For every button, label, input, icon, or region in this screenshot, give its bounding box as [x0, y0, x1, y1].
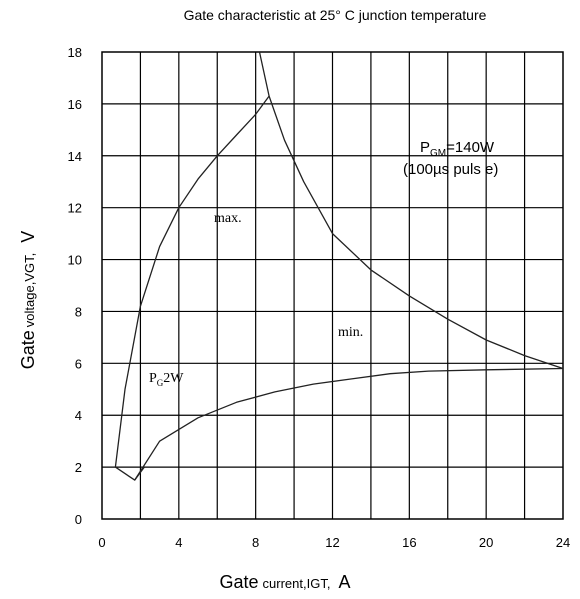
x-axis-title-unit: A [338, 572, 350, 592]
x-axis-title: Gate current,IGT, A [220, 572, 351, 592]
y-tick-label: 18 [68, 45, 82, 60]
y-tick-label: 12 [68, 201, 82, 216]
grid [102, 52, 563, 519]
pg-label-rest: 2W [163, 371, 184, 386]
y-tick-labels: 0 2 4 6 8 10 12 14 16 18 [68, 45, 82, 527]
x-tick-label: 24 [556, 535, 570, 550]
x-tick-label: 12 [325, 535, 339, 550]
y-tick-label: 14 [68, 149, 82, 164]
series-line-pg2w [115, 466, 145, 481]
pg-label-main: P [149, 371, 157, 386]
plot-frame [101, 51, 564, 520]
y-axis-title: Gate voltage,VGT, V [18, 231, 38, 369]
max-label: max. [214, 211, 242, 226]
y-tick-label: 10 [68, 253, 82, 268]
pgm-label-rest: =140W [446, 139, 495, 156]
x-tick-label: 8 [252, 535, 259, 550]
y-axis-title-sub: voltage,VGT, [22, 253, 37, 327]
y-tick-label: 4 [75, 408, 82, 423]
min-label: min. [338, 325, 363, 340]
y-tick-label: 8 [75, 304, 82, 319]
pgm-label-main: P [420, 139, 430, 156]
y-axis-title-main: Gate [18, 330, 38, 369]
chart-title: Gate characteristic at 25° C junction te… [184, 7, 487, 23]
series-line-min [134, 367, 564, 481]
pgm-label-sub: GM [430, 148, 446, 159]
y-axis-title-unit: V [18, 231, 38, 243]
series-line-max [114, 95, 270, 468]
pgm-pulse-label: (100µs puls e) [403, 161, 498, 178]
x-tick-labels: 0 4 8 12 16 20 24 [98, 535, 570, 550]
x-axis-title-main: Gate [220, 572, 259, 592]
series-line-pgm-140w-100-s-pulse [258, 51, 564, 370]
y-tick-label: 16 [68, 97, 82, 112]
y-tick-label: 0 [75, 512, 82, 527]
pg-label: PG2W [149, 371, 184, 388]
series-lines [114, 51, 564, 481]
x-axis-title-sub: current,IGT, [263, 576, 331, 591]
x-tick-label: 20 [479, 535, 493, 550]
x-tick-label: 16 [402, 535, 416, 550]
x-tick-label: 0 [98, 535, 105, 550]
x-tick-label: 4 [175, 535, 182, 550]
pg-label-sub: G [157, 378, 164, 388]
y-tick-label: 2 [75, 460, 82, 475]
y-tick-label: 6 [75, 356, 82, 371]
pgm-label: PGM=140W [420, 139, 495, 159]
